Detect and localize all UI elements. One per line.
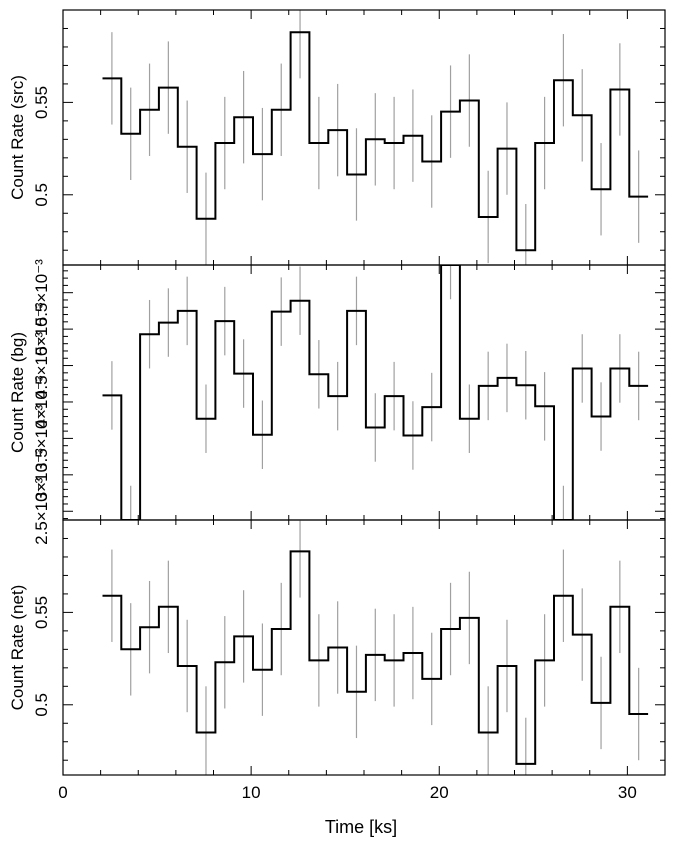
- x-tick-label: 30: [618, 783, 637, 802]
- error-bars: [111, 10, 640, 265]
- axes-frame: [62, 519, 666, 776]
- error-bars: [111, 520, 640, 775]
- y-tick-label: 3.5×10⁻³: [32, 405, 51, 472]
- y-tick-label: 0.5: [32, 693, 51, 717]
- y-tick-label: 2.5×10⁻³: [32, 477, 51, 544]
- series-step-line: [102, 265, 649, 520]
- x-tick-label: 10: [242, 783, 261, 802]
- panel-2: 2.5×10⁻³3×10⁻³3.5×10⁻³4×10⁻³4.5×10⁻³5×10…: [8, 259, 666, 545]
- error-bars: [111, 265, 640, 520]
- y-tick-label: 4.5×10⁻³: [32, 332, 51, 399]
- y-axis-label: Count Rate (net): [8, 585, 27, 711]
- panels: 0.5 0.55 Count Rate (src) 2.5×10⁻³3×10⁻³3.5…: [8, 9, 666, 802]
- axes-frame: [62, 264, 666, 521]
- x-axis-label: Time [ks]: [325, 817, 397, 837]
- panel-3: 0.5 0.55 Count Rate (net) 0 10 20 30: [8, 519, 666, 802]
- series-step-line: [102, 31, 649, 252]
- series-step-line: [102, 550, 649, 765]
- x-tick-label: 20: [430, 783, 449, 802]
- y-axis-label: Count Rate (src): [8, 75, 27, 200]
- y-tick-label: 0.55: [32, 596, 51, 629]
- y-tick-label: 0.5: [32, 183, 51, 207]
- y-tick-label: 0.55: [32, 86, 51, 119]
- y-axis-label: Count Rate (bg): [8, 332, 27, 453]
- axes-frame: [62, 9, 666, 266]
- panel-1: 0.5 0.55 Count Rate (src): [8, 9, 666, 266]
- x-tick-label: 0: [58, 783, 67, 802]
- y-tick-label: 3×10⁻³: [32, 448, 51, 501]
- y-tick-label: 5.5×10⁻³: [32, 259, 51, 326]
- y-tick-label: 4×10⁻³: [32, 375, 51, 428]
- y-tick-label: 5×10⁻³: [32, 302, 51, 355]
